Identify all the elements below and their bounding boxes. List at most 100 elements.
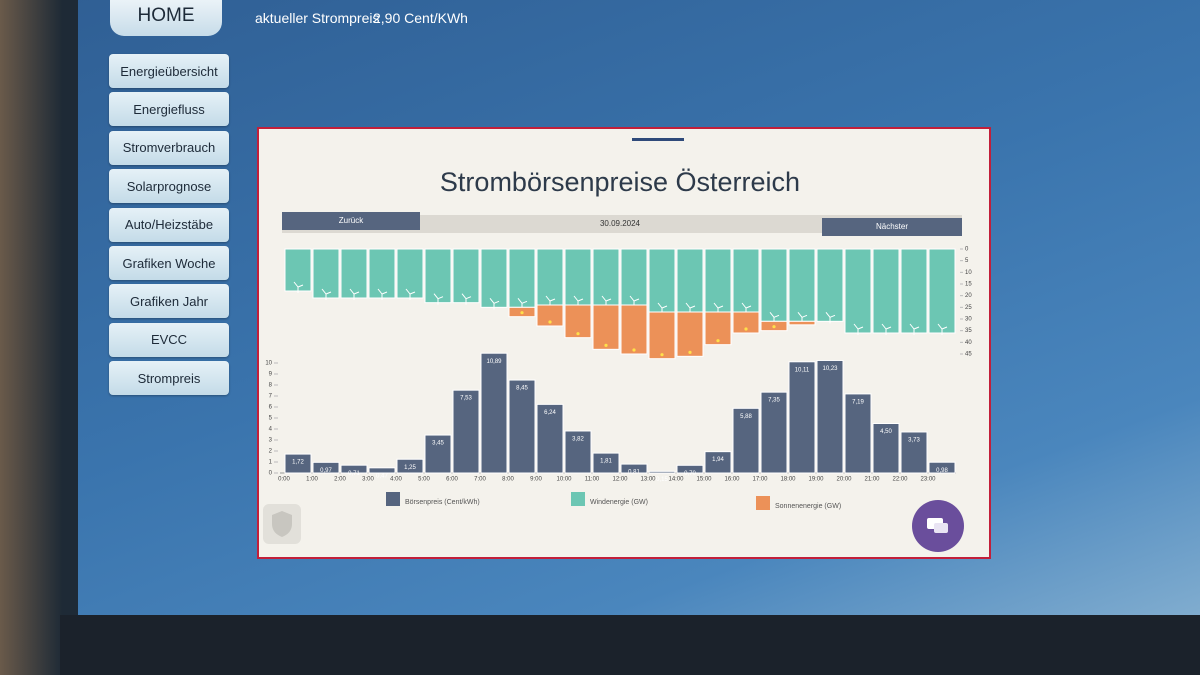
price-bar <box>844 393 872 474</box>
legend-label: Sonnenenergie (GW) <box>775 503 841 510</box>
price-label: 1,25 <box>404 465 416 471</box>
price-label: 0,47 <box>376 473 388 479</box>
price-label: 5,88 <box>740 414 752 420</box>
x-tick-label: 17:00 <box>752 477 768 483</box>
price-label: 7,19 <box>852 399 864 405</box>
x-tick-label: 8:00 <box>502 477 514 483</box>
date-label: 30.09.2024 <box>600 219 641 228</box>
back-label[interactable]: Zurück <box>339 216 364 225</box>
solar-bar <box>620 304 648 355</box>
back-button[interactable] <box>282 212 420 230</box>
bezel <box>60 615 1200 675</box>
wind-icon <box>489 298 500 310</box>
nav-button[interactable]: EVCC <box>109 322 229 357</box>
nav-button[interactable]: Grafiken Woche <box>109 246 229 280</box>
x-tick-label: 21:00 <box>864 477 880 483</box>
price-label: 1,94 <box>712 457 724 463</box>
price-label: 0,97 <box>320 468 332 474</box>
price-bar <box>928 461 956 474</box>
price-label: 0,70 <box>684 471 696 477</box>
wind-icon <box>377 288 388 300</box>
wind-bar <box>396 248 424 299</box>
wind-bar <box>676 248 704 313</box>
price-bar <box>564 430 592 474</box>
wind-icon <box>937 323 948 335</box>
wind-bar <box>844 248 872 334</box>
wind-icon <box>461 293 472 305</box>
wind-icon <box>433 293 444 305</box>
wind-bar <box>452 248 480 304</box>
bezel <box>0 0 78 675</box>
price-label: 1,81 <box>600 459 612 465</box>
y-tick-label: 8 <box>269 383 273 389</box>
wind-icon <box>881 323 892 335</box>
x-tick-label: 0:00 <box>278 477 290 483</box>
legend-swatch <box>386 492 400 506</box>
x-tick-label: 16:00 <box>724 477 740 483</box>
sun-icon <box>716 339 720 343</box>
y2-tick-label: 5 <box>965 258 969 264</box>
price-label: 3,73 <box>908 438 920 444</box>
wind-icon <box>825 312 836 324</box>
wind-bar <box>424 248 452 304</box>
price-label: 0,81 <box>628 470 640 476</box>
sun-icon <box>632 348 636 352</box>
x-tick-label: 2:00 <box>334 477 346 483</box>
x-tick-label: 4:00 <box>390 477 402 483</box>
y-tick-label: 2 <box>269 449 273 455</box>
x-tick-label: 5:00 <box>418 477 430 483</box>
x-tick-label: 7:00 <box>474 477 486 483</box>
y-tick-label: 6 <box>269 405 273 411</box>
y2-tick-label: 30 <box>965 317 972 323</box>
price-bar <box>648 470 676 474</box>
wind-bar <box>620 248 648 306</box>
price-bar <box>452 389 480 474</box>
wind-bar <box>732 248 760 313</box>
home-button[interactable]: HOME <box>110 0 222 36</box>
legend-label: Börsenpreis (Cent/kWh) <box>405 499 480 506</box>
sun-icon <box>660 353 664 357</box>
sun-icon <box>688 350 692 354</box>
sun-icon <box>604 343 608 347</box>
x-tick-label: 14:00 <box>668 477 684 483</box>
y-tick-label: 3 <box>269 438 273 444</box>
price-label: 7,35 <box>768 398 780 404</box>
nav-button[interactable]: Energiefluss <box>109 92 229 127</box>
nav-button[interactable]: Grafiken Jahr <box>109 284 229 319</box>
nav-button[interactable]: Solarprognose <box>109 169 229 204</box>
sun-icon <box>744 327 748 331</box>
y2-tick-label: 15 <box>965 282 972 288</box>
y-tick-label: 9 <box>269 372 273 378</box>
y-tick-label: 5 <box>269 416 273 422</box>
next-label[interactable]: Nächster <box>876 222 908 231</box>
price-bar <box>676 464 704 474</box>
price-value: 2,90 Cent/KWh <box>373 10 468 26</box>
y-tick-label: 7 <box>269 394 273 400</box>
price-bar <box>536 403 564 474</box>
price-label: 0,71 <box>348 471 360 477</box>
chat-icon <box>934 523 948 533</box>
nav-button[interactable]: Stromverbrauch <box>109 130 229 165</box>
wind-icon <box>293 281 304 293</box>
price-label: 0,15 <box>656 477 668 483</box>
nav-button[interactable]: Strompreis <box>109 361 229 396</box>
price-bar <box>872 423 900 474</box>
wind-bar <box>284 248 312 292</box>
wind-bar <box>312 248 340 299</box>
price-bar <box>340 464 368 474</box>
next-button[interactable] <box>822 218 962 236</box>
legend-label: Windenergie (GW) <box>590 499 648 506</box>
nav-button[interactable]: Auto/Heizstäbe <box>109 207 229 242</box>
price-label: 3,82 <box>572 437 584 443</box>
x-tick-label: 3:00 <box>362 477 374 483</box>
nav-button[interactable]: Energieübersicht <box>109 54 229 88</box>
x-tick-label: 20:00 <box>836 477 852 483</box>
wind-icon <box>321 288 332 300</box>
drag-handle <box>632 138 684 141</box>
solar-bar <box>648 311 676 360</box>
solar-bar <box>704 311 732 346</box>
wind-bar <box>788 248 816 322</box>
y2-tick-label: 10 <box>965 270 972 276</box>
price-label: 10,11 <box>795 367 810 373</box>
